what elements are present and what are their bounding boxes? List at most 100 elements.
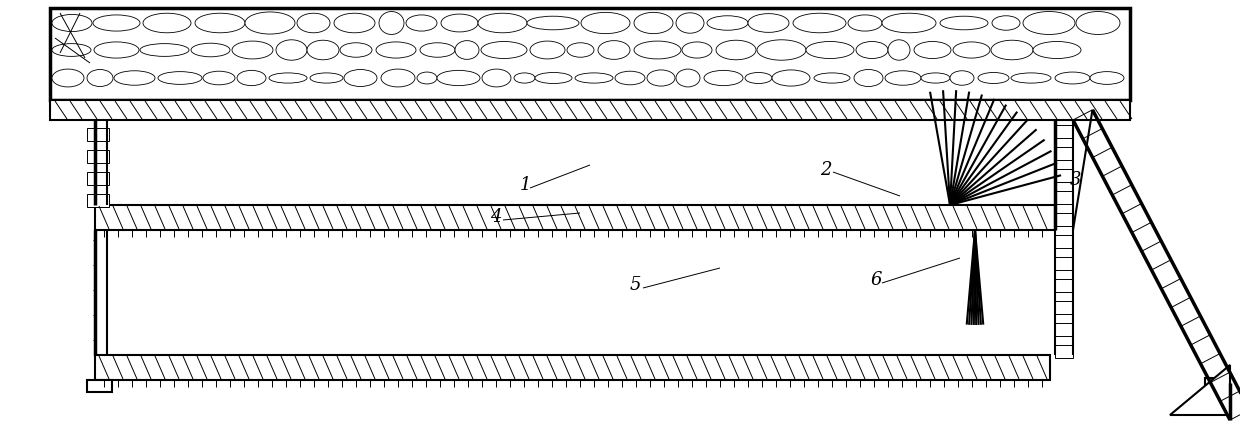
Bar — [1205, 378, 1230, 388]
Ellipse shape — [575, 73, 613, 83]
Bar — [87, 128, 109, 141]
Ellipse shape — [992, 16, 1021, 30]
Ellipse shape — [379, 12, 404, 34]
Bar — [87, 380, 112, 392]
Ellipse shape — [534, 73, 572, 83]
Ellipse shape — [420, 43, 455, 57]
Bar — [1055, 191, 1073, 204]
Ellipse shape — [143, 13, 191, 33]
Ellipse shape — [340, 43, 372, 57]
Ellipse shape — [634, 12, 673, 34]
Ellipse shape — [482, 69, 511, 87]
Ellipse shape — [481, 42, 527, 58]
Ellipse shape — [94, 42, 139, 58]
Ellipse shape — [417, 72, 436, 84]
Ellipse shape — [298, 13, 330, 33]
Ellipse shape — [567, 43, 594, 57]
Text: 2: 2 — [820, 161, 832, 179]
Ellipse shape — [52, 69, 84, 87]
Ellipse shape — [232, 41, 273, 59]
Ellipse shape — [773, 70, 810, 86]
Ellipse shape — [334, 13, 374, 33]
Ellipse shape — [940, 16, 988, 30]
Ellipse shape — [615, 71, 645, 85]
Ellipse shape — [676, 69, 701, 87]
Text: 3: 3 — [1070, 171, 1081, 189]
Bar — [1055, 213, 1073, 226]
Bar — [95, 355, 1050, 380]
Ellipse shape — [914, 42, 951, 58]
Ellipse shape — [441, 14, 477, 32]
Bar — [1055, 125, 1073, 138]
Text: 4: 4 — [490, 208, 501, 226]
Ellipse shape — [93, 15, 140, 31]
Ellipse shape — [87, 70, 113, 86]
Bar — [1055, 147, 1073, 160]
Ellipse shape — [343, 70, 377, 86]
Text: 5: 5 — [630, 276, 641, 294]
Ellipse shape — [634, 41, 681, 59]
Bar — [50, 100, 1130, 120]
Ellipse shape — [598, 41, 630, 59]
Ellipse shape — [885, 71, 921, 85]
Ellipse shape — [856, 42, 888, 58]
Ellipse shape — [1076, 12, 1120, 34]
Bar — [1055, 235, 1073, 248]
Ellipse shape — [376, 42, 415, 58]
Ellipse shape — [991, 40, 1033, 60]
Ellipse shape — [888, 40, 910, 60]
Ellipse shape — [848, 15, 882, 31]
Ellipse shape — [310, 73, 343, 83]
Ellipse shape — [246, 12, 295, 34]
Bar — [1055, 279, 1073, 292]
Ellipse shape — [715, 40, 756, 60]
Ellipse shape — [140, 43, 188, 56]
Ellipse shape — [191, 43, 229, 57]
Bar — [87, 194, 109, 207]
Bar — [1055, 257, 1073, 270]
Ellipse shape — [647, 70, 675, 86]
Ellipse shape — [455, 41, 479, 59]
Ellipse shape — [381, 69, 415, 87]
Ellipse shape — [794, 13, 846, 33]
Bar — [87, 172, 109, 185]
Bar — [95, 205, 1055, 230]
Bar — [1055, 345, 1073, 358]
Ellipse shape — [745, 73, 773, 83]
Polygon shape — [1171, 365, 1230, 415]
Ellipse shape — [529, 41, 565, 59]
Ellipse shape — [52, 15, 92, 31]
Ellipse shape — [436, 71, 480, 86]
Text: 1: 1 — [520, 176, 532, 194]
Ellipse shape — [582, 12, 630, 34]
Ellipse shape — [882, 13, 936, 33]
Ellipse shape — [237, 71, 267, 86]
Ellipse shape — [676, 13, 704, 33]
Ellipse shape — [704, 71, 743, 86]
Ellipse shape — [950, 71, 973, 85]
Ellipse shape — [707, 16, 748, 30]
Ellipse shape — [277, 40, 308, 60]
Bar — [50, 8, 1130, 100]
Ellipse shape — [806, 42, 854, 58]
Ellipse shape — [682, 42, 712, 58]
Ellipse shape — [813, 73, 849, 83]
Ellipse shape — [515, 73, 534, 83]
Ellipse shape — [1055, 72, 1090, 84]
Ellipse shape — [157, 72, 202, 84]
Ellipse shape — [477, 13, 527, 33]
Ellipse shape — [203, 71, 236, 85]
Ellipse shape — [308, 40, 339, 60]
Ellipse shape — [748, 14, 789, 32]
Ellipse shape — [1023, 12, 1075, 34]
Text: 6: 6 — [870, 271, 882, 289]
Ellipse shape — [1011, 73, 1052, 83]
Ellipse shape — [1090, 72, 1123, 84]
Ellipse shape — [921, 73, 950, 83]
Ellipse shape — [405, 15, 436, 31]
Ellipse shape — [756, 40, 806, 60]
Ellipse shape — [978, 73, 1009, 83]
Ellipse shape — [527, 16, 579, 30]
Ellipse shape — [854, 70, 883, 86]
Bar — [1055, 169, 1073, 182]
